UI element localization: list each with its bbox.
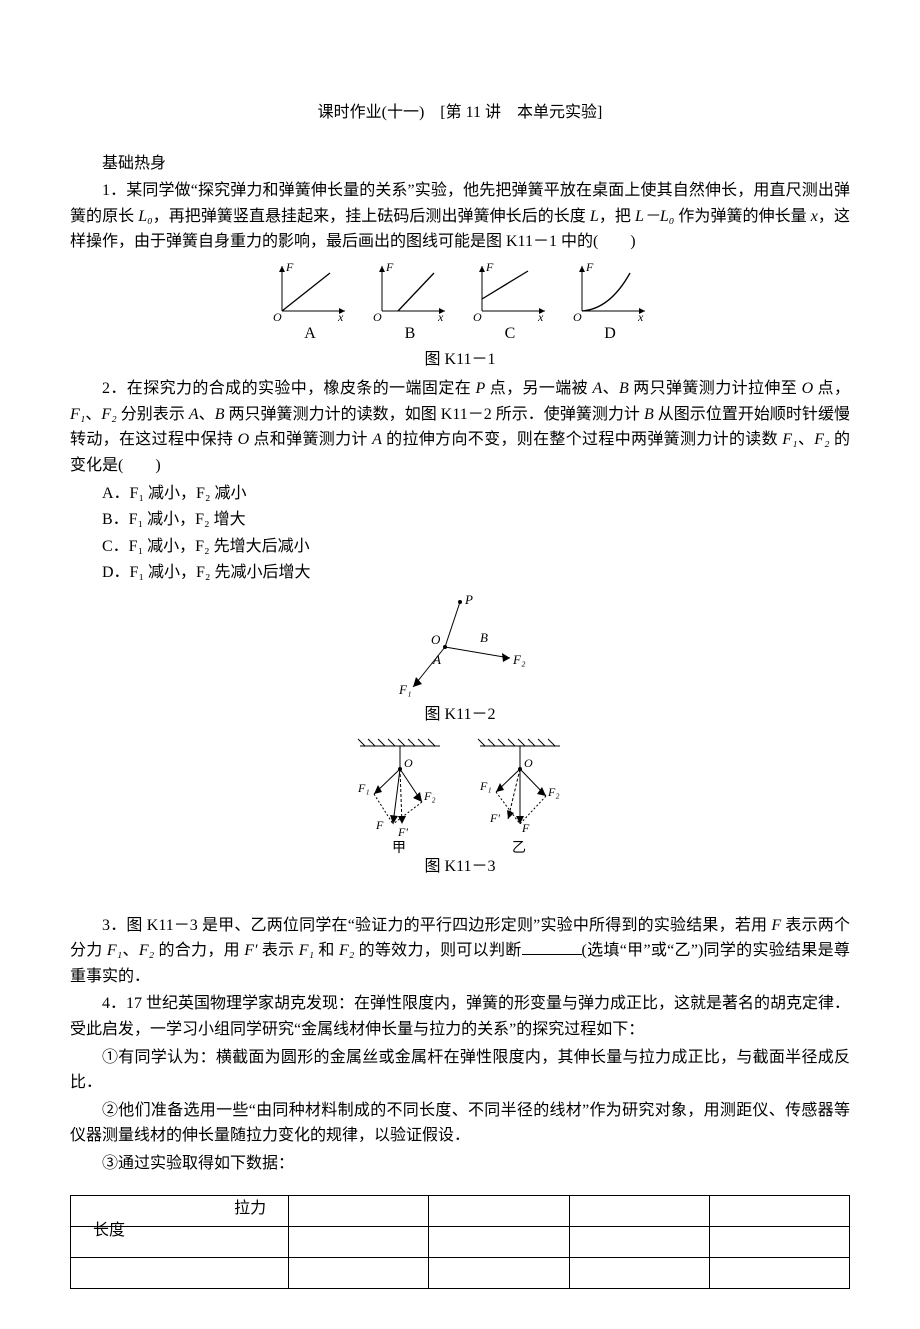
q4-p1: 4．17 世纪英国物理学家胡克发现：在弹性限度内，弹簧的形变量与弹力成正比，这就… (70, 991, 850, 1042)
fill-blank (522, 954, 582, 955)
opt-d-label: D (604, 321, 616, 347)
opt-a-label: A (304, 321, 316, 347)
svg-text:F₁: F₁ (479, 779, 492, 793)
opt-c-label: C (505, 321, 516, 347)
opt-b-label: B (405, 321, 416, 347)
svg-text:O: O (524, 756, 533, 770)
table-cell (71, 1257, 289, 1288)
svg-text:F₁: F₁ (398, 682, 411, 697)
table-cell (429, 1226, 569, 1257)
fig-k11-1-caption: 图 K11－1 (70, 347, 850, 373)
svg-text:F: F (485, 261, 494, 274)
data-table: 长度 拉力 (70, 1195, 850, 1289)
svg-text:O: O (473, 310, 482, 321)
graph-a-icon: F x O (270, 261, 350, 321)
svg-text:F₂: F₂ (547, 785, 560, 799)
hdr-force: 拉力 (234, 1196, 266, 1222)
q2-text: 2．在探究力的合成的实验中，橡皮条的一端固定在 P 点，另一端被 A、B 两只弹… (70, 376, 850, 478)
svg-text:x: x (537, 310, 544, 321)
q2-options: A．F₁ 减小，F₂ 减小 B．F₁ 减小，F₂ 增大 C．F₁ 减小，F₂ 先… (102, 481, 850, 586)
q2-opt-d: D．F₁ 减小，F₂ 先减小后增大 (102, 560, 850, 586)
fig-k11-1-b: F x O B (370, 261, 450, 347)
table-cell (709, 1257, 849, 1288)
svg-text:F: F (285, 261, 294, 274)
table-cell (429, 1195, 569, 1226)
svg-text:F: F (585, 261, 594, 274)
hdr-length: 长度 (93, 1218, 125, 1244)
fig-k11-1-d: F x O D (570, 261, 650, 347)
q2-opt-b: B．F₁ 减小，F₂ 增大 (102, 507, 850, 533)
fig-k11-1-row: F x O A F x O B (70, 261, 850, 347)
page-title: 课时作业(十一) [第 11 讲 本单元实验] (70, 100, 850, 126)
svg-text:O: O (431, 632, 441, 647)
q4-p4: ③通过实验取得如下数据： (70, 1151, 850, 1177)
graph-c-icon: F x O (470, 261, 550, 321)
svg-text:P: P (464, 592, 473, 607)
svg-text:甲: 甲 (392, 841, 406, 854)
table-cell (289, 1257, 429, 1288)
svg-text:F₂: F₂ (512, 652, 526, 667)
table-cell (709, 1226, 849, 1257)
q1-text: 1．某同学做“探究弹力和弹簧伸长量的关系”实验，他先把弹簧平放在桌面上使其自然伸… (70, 178, 850, 255)
svg-text:乙: 乙 (512, 840, 526, 854)
table-cell (709, 1195, 849, 1226)
fig-k11-1-a: F x O A (270, 261, 350, 347)
graph-d-icon: F x O (570, 261, 650, 321)
q3-text: 3．图 K11－3 是甲、乙两位同学在“验证力的平行四边形定则”实验中所得到的实… (70, 913, 850, 990)
table-cell (569, 1257, 709, 1288)
fig-k11-2: P O B F₂ A F₁ 图 K11－2 (70, 592, 850, 728)
svg-text:A: A (432, 652, 441, 667)
svg-text:x: x (337, 310, 344, 321)
svg-text:O: O (573, 310, 582, 321)
fig-k11-3-icon: O F₁ F₂ F F′ 甲 (340, 734, 580, 854)
table-cell (569, 1226, 709, 1257)
fig-k11-3-caption: 图 K11－3 (425, 854, 496, 880)
worksheet-page: 课时作业(十一) [第 11 讲 本单元实验] 基础热身 1．某同学做“探究弹力… (0, 0, 920, 1329)
graph-b-icon: F x O (370, 261, 450, 321)
fig-k11-3: O F₁ F₂ F F′ 甲 (70, 734, 850, 880)
table-cell (289, 1226, 429, 1257)
svg-text:B: B (480, 630, 488, 645)
fig-k11-1-c: F x O C (470, 261, 550, 347)
table-cell (289, 1195, 429, 1226)
svg-text:F′: F′ (397, 825, 408, 839)
q4-p3: ②他们准备选用一些“由同种材料制成的不同长度、不同半径的线材”作为研究对象，用测… (70, 1098, 850, 1149)
table-header-cell: 长度 拉力 (71, 1195, 289, 1226)
table-cell (569, 1195, 709, 1226)
svg-text:F: F (375, 818, 384, 832)
svg-text:O: O (273, 310, 282, 321)
svg-text:x: x (637, 310, 644, 321)
svg-text:F₂: F₂ (423, 789, 436, 803)
svg-text:F₁: F₁ (357, 781, 370, 795)
q2-opt-a: A．F₁ 减小，F₂ 减小 (102, 481, 850, 507)
fig-k11-2-caption: 图 K11－2 (425, 702, 496, 728)
svg-text:F: F (521, 821, 530, 835)
svg-text:O: O (373, 310, 382, 321)
section-heading: 基础热身 (70, 151, 850, 177)
svg-text:x: x (437, 310, 444, 321)
q4-p2: ①有同学认为：横截面为圆形的金属丝或金属杆在弹性限度内，其伸长量与拉力成正比，与… (70, 1045, 850, 1096)
fig-k11-2-icon: P O B F₂ A F₁ (385, 592, 535, 702)
svg-text:F: F (385, 261, 394, 274)
svg-text:F′: F′ (489, 811, 500, 825)
table-cell (429, 1257, 569, 1288)
svg-text:O: O (404, 756, 413, 770)
q2-opt-c: C．F₁ 减小，F₂ 先增大后减小 (102, 534, 850, 560)
